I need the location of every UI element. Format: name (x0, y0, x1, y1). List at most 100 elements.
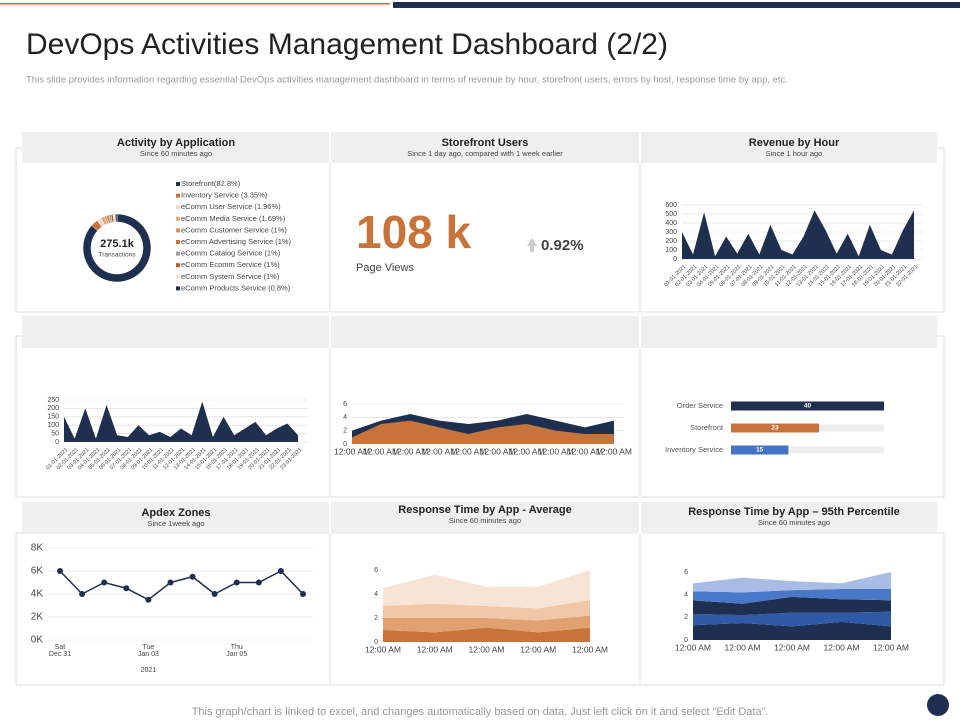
x-tick-label: 12:00 AM (538, 446, 574, 456)
point (300, 591, 306, 597)
x-tick-label: 12:00 AM (873, 642, 909, 652)
legend-label: eComm Catalog Service (1%) (181, 249, 281, 258)
area (693, 611, 891, 627)
area (693, 589, 891, 604)
panel-title: Response Time by App - Average (398, 504, 571, 516)
y-tick-label: 4K (31, 589, 44, 600)
donut-slice (82, 213, 152, 283)
y-tick-label: 6K (31, 566, 44, 577)
area (352, 420, 614, 444)
x-tick-label: Sat (55, 644, 66, 651)
area (693, 621, 891, 640)
point (123, 585, 130, 592)
kpi-caption: Page Views (356, 262, 414, 274)
y-tick-label: 2 (343, 428, 347, 435)
area (383, 627, 590, 642)
bar-category: Order Service (677, 401, 723, 410)
panel-title: Apdex Zones (141, 507, 210, 519)
y-tick-label: 0 (55, 439, 59, 446)
bar-value-label: 23 (771, 425, 779, 432)
x-tick-label: 12:00 AM (675, 642, 711, 652)
point (101, 579, 108, 586)
panel-subtitle: Since 1 hour ago (766, 149, 823, 158)
panel-title: Revenue by Hour (749, 137, 840, 149)
y-tick-label: 400 (665, 220, 677, 227)
x-tick-label: 12:00 AM (392, 446, 428, 456)
bar (731, 401, 884, 411)
x-tick-label: 12:00 AM (824, 642, 860, 652)
panel-header (22, 502, 937, 533)
y-tick-label: 6 (374, 567, 378, 574)
point (145, 596, 152, 603)
legend-swatch (176, 182, 180, 186)
panel-subtitle: Since 1week ago (147, 519, 204, 528)
page-title: DevOps Activities Management Dashboard (… (26, 28, 668, 61)
area (383, 615, 590, 633)
x-tick-label: 12:00 AM (596, 446, 632, 456)
line (59, 570, 304, 601)
y-tick-label: 250 (47, 397, 59, 404)
legend-swatch (176, 251, 180, 256)
y-tick-label: 600 (665, 202, 677, 209)
donut-slice (114, 213, 118, 223)
legend-swatch (176, 193, 180, 198)
accent-line (0, 3, 390, 5)
panel-title: Response Time by App – 95th Percentile (688, 506, 900, 518)
legend-label: eComm Media Service (1.69%) (181, 214, 286, 223)
x-tick-label: 12:00 AM (421, 446, 457, 456)
panel-title: Activity by Application (117, 137, 235, 149)
legend-label: eComm Products Service (0.8%) (181, 283, 291, 292)
point (189, 573, 196, 580)
y-tick-label: 150 (47, 414, 59, 421)
x-tick-label: 12:00 AM (725, 642, 761, 652)
panel-border (15, 147, 945, 313)
y-tick-label: 100 (665, 247, 677, 254)
legend-swatch (176, 205, 180, 210)
x-tick-label: Thu (231, 644, 243, 651)
kpi-value: 108 k (356, 206, 472, 258)
bar-category: Storefront (690, 423, 724, 432)
legend-label: Storefront(82.8%) (181, 179, 241, 188)
legend-swatch (176, 263, 180, 268)
y-tick-label: 50 (51, 430, 59, 437)
legend-label: eComm Customer Service (1%) (181, 225, 287, 234)
panel-subtitle: Since 60 minutes ago (758, 518, 830, 527)
y-tick-label: 200 (47, 405, 59, 412)
y-tick-label: 300 (665, 229, 677, 236)
kpi-arrow (527, 238, 537, 252)
bar-track (731, 446, 884, 454)
y-tick-label: 4 (684, 592, 688, 599)
footer-note: This graph/chart is linked to excel, and… (192, 706, 769, 718)
point (57, 568, 63, 574)
y-tick-label: 0 (673, 256, 677, 263)
y-tick-label: 200 (665, 238, 677, 245)
point (211, 591, 218, 597)
legend-label: eComm User Service (1.96%) (181, 202, 281, 211)
x-tick-label: 12:00 AM (450, 446, 486, 456)
panel-title: Storefront Users (442, 137, 529, 149)
y-tick-label: 0 (374, 639, 378, 646)
legend-swatch (176, 286, 180, 291)
y-tick-label: 4 (374, 591, 378, 598)
x-tick-label: 12:00 AM (509, 446, 545, 456)
point (255, 579, 262, 586)
area (693, 596, 891, 616)
panel-header (22, 316, 937, 348)
x-tick-label: 12:00 AM (365, 644, 401, 654)
legend-label: eComm Advertising Service (1%) (181, 237, 292, 246)
slide-badge (927, 694, 949, 716)
legend-swatch (176, 240, 180, 244)
x-tick-sublabel: Dec 31 (49, 651, 71, 658)
panel-subtitle: Since 60 minutes ago (449, 516, 521, 525)
legend-label: eComm Ecomm Service (1%) (181, 260, 280, 269)
panel-subtitle: Since 1 day ago, compared with 1 week ea… (407, 149, 563, 158)
y-tick-label: 2 (684, 614, 688, 621)
bar-value-label: 15 (756, 447, 764, 454)
y-tick-label: 0K (31, 635, 44, 646)
bar (731, 445, 789, 455)
panel-header (22, 132, 937, 163)
x-tick-label: 12:00 AM (417, 644, 453, 654)
y-tick-label: 500 (665, 211, 677, 218)
bar (731, 423, 819, 433)
